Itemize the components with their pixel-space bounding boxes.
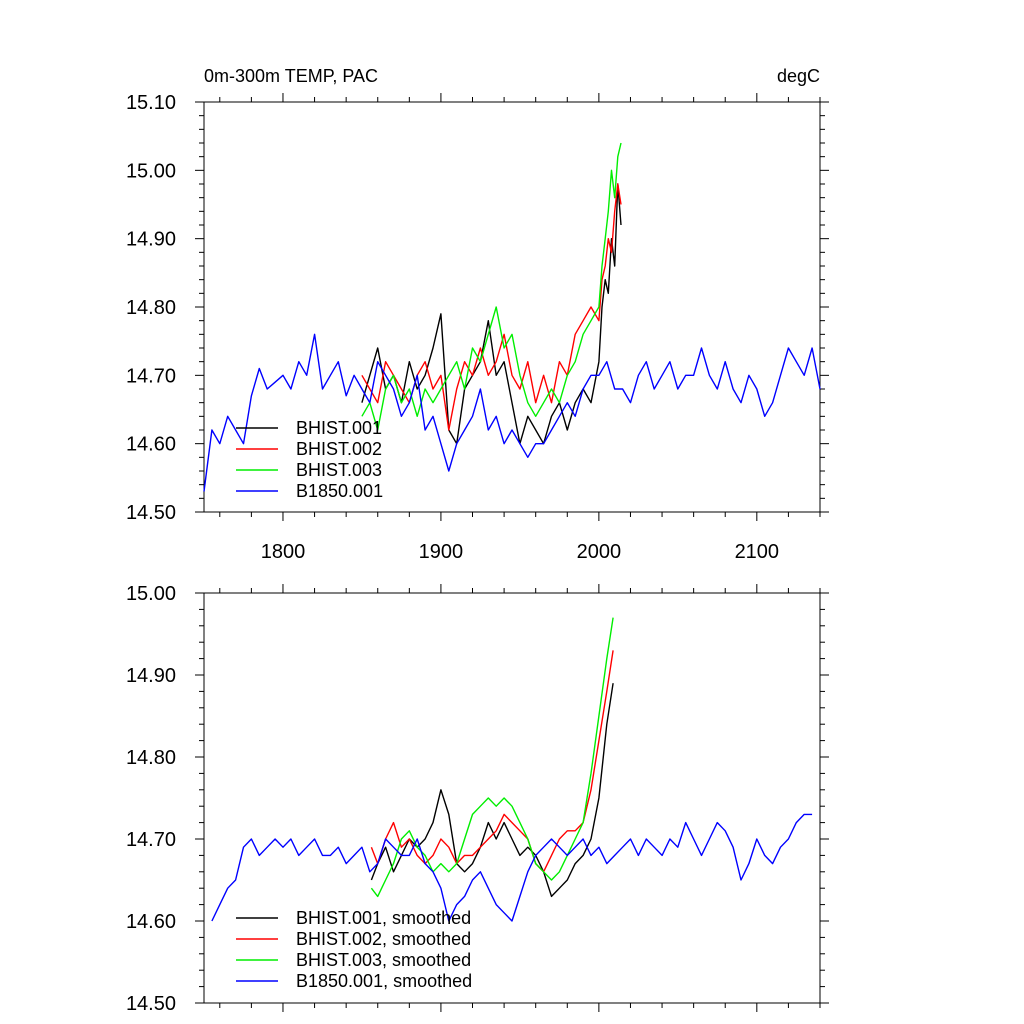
panel-title: 0m-300m TEMP, PAC [204, 66, 378, 86]
legend-label: B1850.001 [296, 481, 383, 501]
legend-label: BHIST.001, smoothed [296, 908, 471, 928]
bottom-panel: 14.50 14.60 14.70 14.80 14.90 15.00 BHIST.001,… [126, 583, 829, 1015]
series-line [370, 617, 614, 898]
units-label: degC [777, 66, 820, 86]
y-tick-label: 14.80 [126, 297, 176, 319]
y-tick-label: 15.00 [126, 160, 176, 182]
series-line [361, 183, 622, 445]
legend-label: BHIST.002, smoothed [296, 929, 471, 949]
top-panel: 0m-300m TEMP, PAC degC 14.50 14.60 14.70 14… [126, 66, 829, 563]
y-tick-label: 14.80 [126, 747, 176, 769]
legend-label: BHIST.002 [296, 439, 382, 459]
series-line [203, 333, 821, 492]
y-tick-label: 14.50 [126, 993, 176, 1015]
series-line [370, 650, 614, 873]
y-tick-label: 15.10 [126, 92, 176, 114]
x-tick-label: 1900 [419, 541, 464, 563]
series-line [361, 142, 622, 431]
legend-label: B1850.001, smoothed [296, 971, 472, 991]
series-line [211, 813, 813, 922]
x-tick-label: 2100 [735, 541, 780, 563]
x-tick-label: 2000 [577, 541, 622, 563]
y-tick-label: 14.60 [126, 434, 176, 456]
x-tick-label: 1800 [261, 541, 306, 563]
legend-label: BHIST.003 [296, 460, 382, 480]
y-tick-label: 14.70 [126, 365, 176, 387]
series-line [370, 683, 614, 898]
legend-label: BHIST.001 [296, 418, 382, 438]
y-tick-label: 14.90 [126, 229, 176, 251]
legend-label: BHIST.003, smoothed [296, 950, 471, 970]
y-tick-label: 14.60 [126, 911, 176, 933]
plot-frame [203, 592, 821, 1004]
y-tick-label: 15.00 [126, 583, 176, 605]
y-tick-label: 14.70 [126, 829, 176, 851]
y-tick-label: 14.90 [126, 665, 176, 687]
y-tick-label: 14.50 [126, 502, 176, 524]
